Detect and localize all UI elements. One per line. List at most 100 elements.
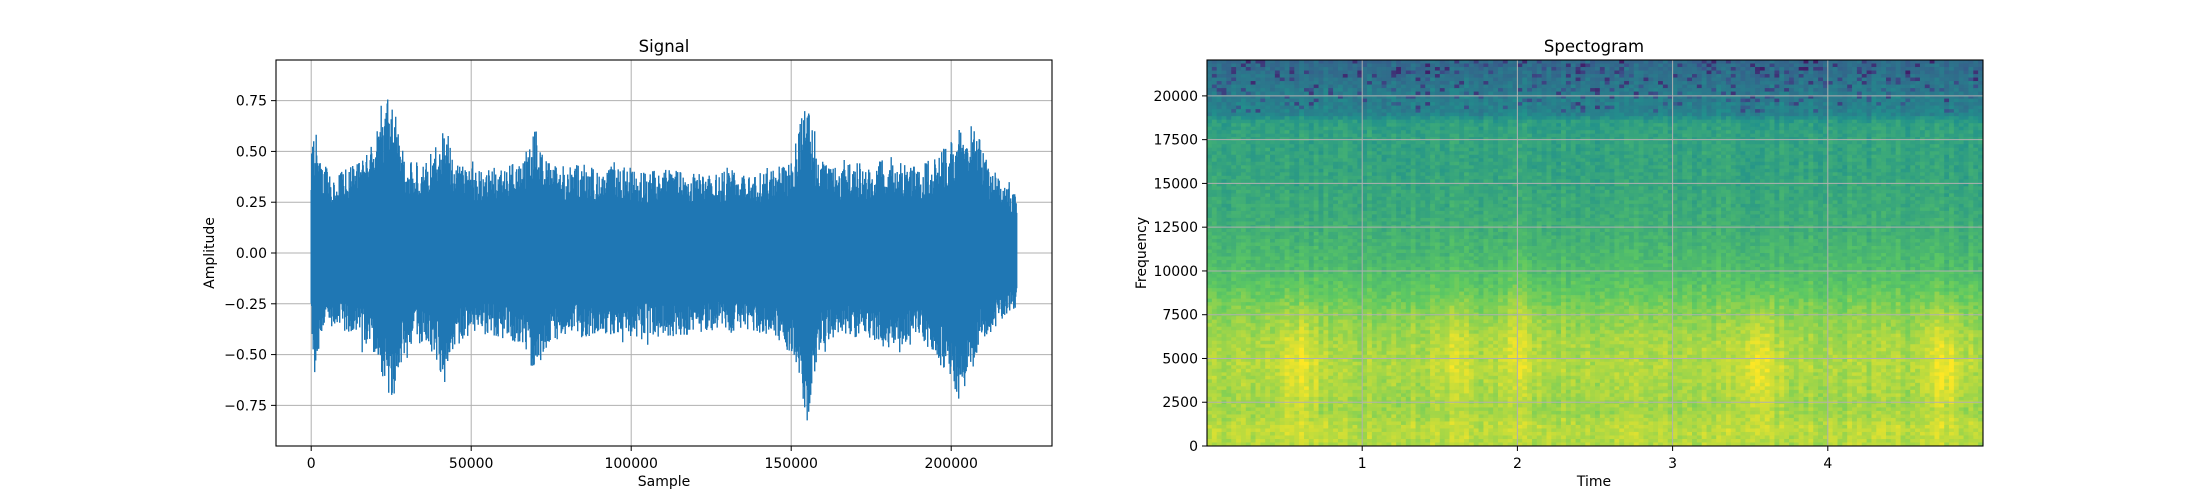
spectrogram-cell bbox=[1313, 351, 1320, 356]
spectrogram-cell bbox=[1279, 281, 1286, 286]
spectrogram-cell bbox=[1342, 316, 1349, 321]
spectrogram-cell bbox=[1236, 305, 1242, 310]
spectrogram-cell bbox=[1347, 284, 1354, 289]
spectrogram-cell bbox=[1231, 396, 1237, 401]
spectrogram-cell bbox=[1357, 298, 1363, 303]
spectrogram-cell bbox=[1328, 67, 1334, 72]
spectrogram-cell bbox=[1274, 217, 1281, 223]
spectrogram-cell bbox=[1318, 172, 1324, 177]
spectrogram-cell bbox=[1342, 91, 1349, 96]
spectrogram-cell bbox=[1255, 438, 1261, 444]
spectrogram-cell bbox=[1323, 210, 1329, 215]
spectrogram-cell bbox=[1420, 175, 1426, 180]
spectrogram-cell bbox=[1216, 368, 1223, 373]
spectrogram-cell bbox=[1274, 438, 1281, 444]
spectrogram-cell bbox=[1289, 442, 1295, 446]
spectrogram-cell bbox=[1274, 277, 1281, 282]
spectrogram-cell bbox=[1347, 421, 1354, 426]
spectrogram-cell bbox=[1391, 109, 1397, 114]
spectrogram-cell bbox=[1211, 74, 1218, 79]
spectrogram-cell bbox=[1347, 88, 1354, 93]
spectrogram-cell bbox=[1318, 298, 1324, 303]
spectrogram-cell bbox=[1410, 410, 1417, 416]
spectrogram-cell bbox=[1415, 386, 1421, 391]
spectrogram-cell bbox=[1226, 210, 1232, 215]
spectrogram-cell bbox=[1352, 340, 1358, 345]
spectrogram-cell bbox=[1333, 319, 1339, 324]
spectrogram-cell bbox=[1279, 123, 1286, 128]
spectrogram-cell bbox=[1260, 368, 1266, 373]
spectrogram-cell bbox=[1304, 337, 1310, 342]
spectrogram-cell bbox=[1245, 344, 1252, 349]
spectrogram-cell bbox=[1342, 154, 1349, 159]
spectrogram-cell bbox=[1308, 386, 1315, 391]
spectrogram-cell bbox=[1304, 372, 1310, 377]
spectrogram-cell bbox=[1415, 242, 1421, 247]
spectrogram-cell bbox=[1313, 147, 1320, 152]
spectrogram-cell bbox=[1386, 196, 1392, 201]
spectrogram-cell bbox=[1274, 172, 1281, 177]
spectrogram-cell bbox=[1357, 337, 1363, 342]
spectrogram-cell bbox=[1265, 109, 1271, 114]
spectrogram-cell bbox=[1279, 217, 1286, 223]
spectrogram-cell bbox=[1347, 84, 1354, 89]
spectrogram-cell bbox=[1260, 84, 1266, 89]
spectrogram-cell bbox=[1265, 200, 1271, 205]
spectrogram-cell bbox=[1294, 70, 1300, 75]
spectrogram-cell bbox=[1260, 316, 1266, 321]
spectrogram-cell bbox=[1376, 116, 1383, 121]
spectrogram-cell bbox=[1250, 242, 1257, 247]
spectrogram-cell bbox=[1240, 235, 1247, 240]
spectrogram-cell bbox=[1308, 217, 1315, 223]
spectrogram-cell bbox=[1299, 263, 1305, 268]
spectrogram-cell bbox=[1357, 200, 1363, 205]
spectrogram-cell bbox=[1284, 189, 1291, 194]
spectrogram-cell bbox=[1294, 151, 1300, 156]
spectrogram-cell bbox=[1362, 309, 1368, 314]
spectrogram-cell bbox=[1250, 260, 1257, 265]
spectrogram-cell bbox=[1371, 221, 1378, 226]
spectrogram-cell bbox=[1328, 340, 1334, 345]
spectrogram-cell bbox=[1207, 344, 1213, 349]
spectrogram-cell bbox=[1405, 182, 1412, 187]
spectrogram-cell bbox=[1313, 60, 1320, 65]
spectrogram-cell bbox=[1207, 165, 1213, 170]
spectrogram-cell bbox=[1323, 291, 1329, 296]
spectrogram-cell bbox=[1255, 140, 1261, 145]
spectrogram-cell bbox=[1284, 305, 1291, 310]
spectrogram-cell bbox=[1236, 379, 1242, 384]
spectrogram-cell bbox=[1216, 179, 1223, 184]
spectrogram-cell bbox=[1362, 379, 1368, 384]
spectrogram-cell bbox=[1245, 102, 1252, 107]
spectrogram-cell bbox=[1250, 119, 1257, 124]
spectrogram-cell bbox=[1207, 340, 1213, 345]
spectrogram-cell bbox=[1333, 428, 1339, 433]
spectrogram-cell bbox=[1279, 165, 1286, 170]
spectrogram-cell bbox=[1410, 172, 1417, 177]
spectrogram-cell bbox=[1265, 386, 1271, 391]
spectrogram-cell bbox=[1313, 74, 1320, 79]
spectrogram-cell bbox=[1410, 368, 1417, 373]
spectrogram-cell bbox=[1396, 326, 1402, 331]
spectrogram-cell bbox=[1396, 284, 1402, 289]
spectrogram-cell bbox=[1318, 291, 1324, 296]
spectrogram-cell bbox=[1386, 154, 1392, 159]
spectrogram-cell bbox=[1362, 210, 1368, 215]
spectrogram-cell bbox=[1386, 81, 1392, 86]
spectrogram-cell bbox=[1250, 253, 1257, 258]
spectrogram-cell bbox=[1289, 389, 1295, 394]
spectrogram-cell bbox=[1279, 379, 1286, 384]
spectrogram-cell bbox=[1323, 396, 1329, 401]
spectrogram-cell bbox=[1405, 147, 1412, 152]
spectrogram-cell bbox=[1207, 81, 1213, 86]
spectrogram-cell bbox=[1420, 74, 1426, 79]
spectrogram-cell bbox=[1245, 347, 1252, 352]
spectrogram-cell bbox=[1415, 63, 1421, 68]
spectrogram-cell bbox=[1284, 256, 1291, 261]
spectrogram-cell bbox=[1211, 112, 1218, 117]
spectrogram-cell bbox=[1289, 200, 1295, 205]
spectrogram-cell bbox=[1318, 81, 1324, 86]
spectrogram-cell bbox=[1270, 249, 1276, 254]
spectrogram-cell bbox=[1337, 393, 1344, 398]
spectrogram-cell bbox=[1299, 396, 1305, 401]
